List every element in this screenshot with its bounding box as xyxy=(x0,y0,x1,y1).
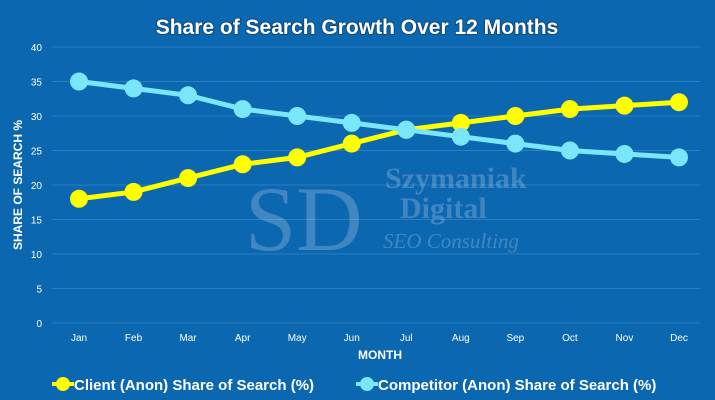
x-tick-label: Nov xyxy=(616,333,634,344)
data-point xyxy=(506,107,525,125)
x-axis: Jan Feb Mar Apr May Jun Jul Aug Sep Oct Nov Dec xyxy=(71,333,688,344)
data-point xyxy=(615,96,634,115)
data-point xyxy=(560,100,579,119)
series-0 xyxy=(70,93,688,208)
data-point xyxy=(70,72,88,91)
data-point xyxy=(288,148,307,167)
x-tick-label: Jan xyxy=(71,333,87,344)
x-tick-label: Mar xyxy=(179,333,197,344)
y-tick-label: 10 xyxy=(31,250,43,261)
y-axis-label: SHARE OF SEARCH % xyxy=(11,120,25,250)
x-tick-label: Jun xyxy=(344,333,360,344)
data-point xyxy=(506,134,525,153)
svg-text:Szymaniak: Szymaniak xyxy=(385,162,527,195)
data-point xyxy=(560,141,579,160)
data-point xyxy=(288,107,307,125)
x-tick-label: May xyxy=(288,333,307,344)
y-tick-label: 5 xyxy=(36,285,42,296)
x-tick-label: Sep xyxy=(506,333,524,344)
x-tick-label: Oct xyxy=(562,333,578,344)
x-axis-label: MONTH xyxy=(358,348,402,362)
legend-label: Client (Anon) Share of Search (%) xyxy=(74,377,314,394)
y-tick-label: 20 xyxy=(31,181,43,192)
series-line xyxy=(78,79,680,160)
x-tick-label: Jul xyxy=(400,333,413,344)
x-tick-label: Dec xyxy=(670,333,688,344)
y-tick-label: 15 xyxy=(31,216,43,227)
watermark: SD Szymaniak Digital SEO Consulting xyxy=(245,162,527,270)
svg-text:SEO Consulting: SEO Consulting xyxy=(383,229,519,253)
series-line xyxy=(78,99,680,202)
y-tick-label: 40 xyxy=(31,43,43,54)
series-1 xyxy=(70,72,688,167)
x-tick-label: Feb xyxy=(125,333,143,344)
data-point xyxy=(451,113,470,132)
legend: Client (Anon) Share of Search (%) Competi… xyxy=(52,377,656,394)
data-point xyxy=(397,120,416,139)
data-point xyxy=(179,169,198,188)
y-tick-label: 30 xyxy=(31,112,43,123)
y-tick-label: 35 xyxy=(31,78,43,89)
legend-label: Competitor (Anon) Share of Search (%) xyxy=(378,377,656,394)
data-point xyxy=(124,182,143,201)
data-point xyxy=(70,189,88,208)
data-point xyxy=(233,155,252,174)
data-point xyxy=(670,148,688,167)
y-tick-label: 0 xyxy=(36,319,42,330)
data-point xyxy=(179,86,198,105)
x-tick-label: Apr xyxy=(235,333,251,344)
svg-text:Digital: Digital xyxy=(400,192,487,225)
legend-marker xyxy=(360,377,374,391)
data-point xyxy=(451,127,470,146)
data-point xyxy=(342,113,361,132)
chart-title: Share of Search Growth Over 12 Months xyxy=(156,16,559,39)
data-point xyxy=(233,100,252,119)
data-point xyxy=(670,93,688,112)
data-point xyxy=(615,144,634,163)
watermark-monogram: SD xyxy=(245,168,363,270)
legend-marker xyxy=(56,377,70,391)
y-axis: 0 5 10 15 20 25 30 35 40 xyxy=(31,43,43,330)
y-tick-label: 25 xyxy=(31,147,43,158)
x-tick-label: Aug xyxy=(452,333,470,344)
data-point xyxy=(124,79,143,98)
data-point xyxy=(342,134,361,153)
